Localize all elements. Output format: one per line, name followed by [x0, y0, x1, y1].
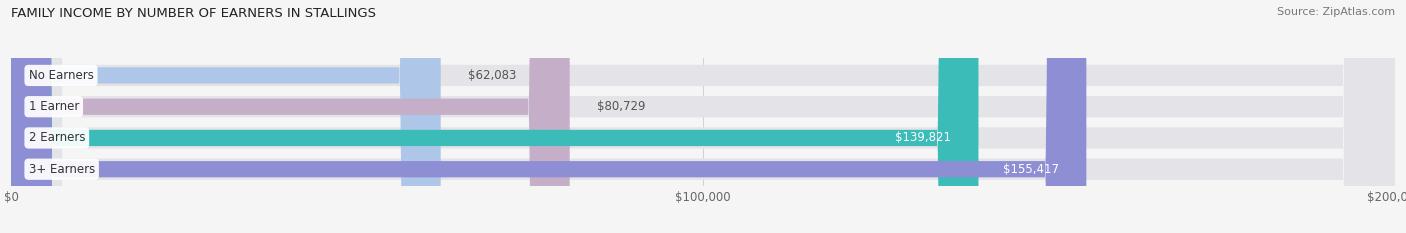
- Text: 2 Earners: 2 Earners: [28, 131, 84, 144]
- FancyBboxPatch shape: [11, 0, 1395, 233]
- FancyBboxPatch shape: [11, 0, 569, 233]
- FancyBboxPatch shape: [11, 0, 440, 233]
- Text: $139,821: $139,821: [894, 131, 950, 144]
- Text: Source: ZipAtlas.com: Source: ZipAtlas.com: [1277, 7, 1395, 17]
- Text: $80,729: $80,729: [598, 100, 645, 113]
- FancyBboxPatch shape: [11, 0, 1395, 233]
- FancyBboxPatch shape: [11, 0, 1395, 233]
- Text: 3+ Earners: 3+ Earners: [28, 163, 94, 176]
- Text: $62,083: $62,083: [468, 69, 517, 82]
- FancyBboxPatch shape: [11, 0, 979, 233]
- Text: FAMILY INCOME BY NUMBER OF EARNERS IN STALLINGS: FAMILY INCOME BY NUMBER OF EARNERS IN ST…: [11, 7, 377, 20]
- Text: 1 Earner: 1 Earner: [28, 100, 79, 113]
- Text: $155,417: $155,417: [1002, 163, 1059, 176]
- FancyBboxPatch shape: [11, 0, 1087, 233]
- FancyBboxPatch shape: [11, 0, 1395, 233]
- Text: No Earners: No Earners: [28, 69, 93, 82]
